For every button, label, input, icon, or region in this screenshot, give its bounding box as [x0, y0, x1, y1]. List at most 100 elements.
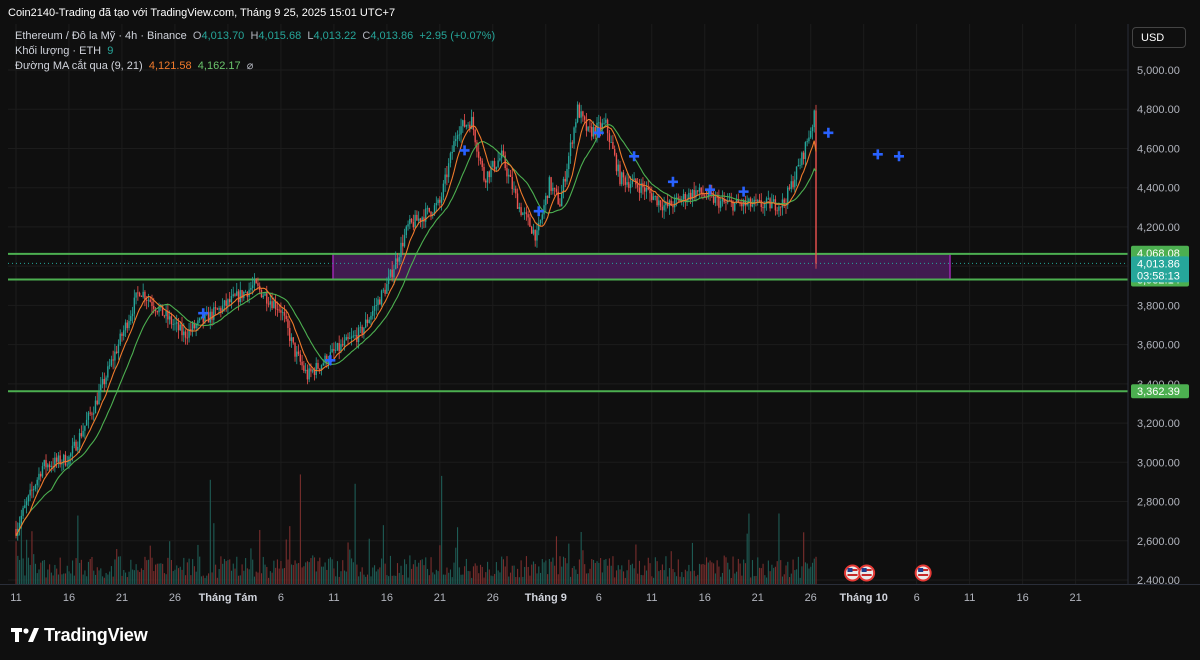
high-value: 4,015.68	[258, 30, 302, 42]
volume-bar	[61, 574, 63, 584]
volume-bar	[548, 559, 550, 584]
volume-bar	[511, 565, 513, 584]
candle-body	[313, 370, 316, 375]
candle-body	[110, 359, 113, 366]
candle-body	[760, 200, 762, 208]
candle-body	[84, 425, 86, 431]
candle-body	[324, 355, 326, 364]
volume-bar	[389, 555, 391, 584]
volume-bar	[352, 562, 354, 584]
volume-bar	[513, 565, 515, 584]
candle-body	[433, 205, 436, 214]
symbol-label[interactable]: Ethereum / Đô la Mỹ · 4h · Binance	[15, 30, 187, 42]
volume-bar	[139, 571, 141, 584]
volume-bar	[252, 559, 254, 584]
volume-bar	[575, 569, 577, 584]
volume-bar	[813, 558, 815, 584]
chart-area[interactable]: 2,400.00 2,600.00 2,800.00 3,000.00 3,200.00…	[0, 24, 1200, 608]
candle-body	[732, 201, 734, 211]
volume-bar	[781, 576, 784, 584]
volume-bar	[453, 562, 455, 584]
volume-bar	[642, 575, 644, 584]
volume-bar	[570, 576, 572, 584]
tradingview-brand[interactable]: TradingView	[10, 624, 148, 646]
candle-body	[398, 257, 400, 262]
volume-bar	[630, 564, 632, 584]
candle-body	[476, 142, 478, 152]
us-event-flag-icon[interactable]	[914, 564, 932, 582]
volume-bar	[185, 575, 187, 584]
volume-bar	[381, 558, 383, 584]
candle-body	[41, 466, 44, 477]
candle-body	[91, 413, 93, 415]
volume-bar	[688, 564, 690, 584]
volume-bar	[206, 575, 208, 584]
candle-body	[553, 187, 556, 189]
candle-body	[538, 223, 540, 231]
candle-body	[62, 454, 65, 463]
candle-body	[779, 206, 782, 208]
candle-body	[193, 323, 196, 329]
volume-bar	[57, 574, 59, 584]
candle-body	[377, 299, 379, 306]
ma-label[interactable]: Đường MA cắt qua (9, 21)	[15, 60, 143, 72]
volume-bar	[36, 573, 38, 584]
candle-body	[266, 293, 268, 304]
candle-body	[469, 124, 471, 129]
volume-bar	[693, 570, 695, 584]
volume-bar	[400, 565, 402, 584]
candle-body	[474, 129, 476, 143]
candle-body	[85, 419, 88, 426]
volume-bar	[578, 559, 580, 584]
price-zone[interactable]	[332, 253, 951, 281]
candle-body	[654, 195, 656, 197]
hline-price-label: 3,362.39	[1137, 386, 1180, 398]
volume-bar	[227, 560, 229, 584]
volume-bar	[114, 559, 116, 584]
candle-body	[571, 142, 573, 144]
candle-body	[702, 193, 704, 196]
us-event-flag-icon[interactable]	[858, 564, 876, 582]
candle-body	[78, 433, 81, 447]
currency-button[interactable]: USD	[1132, 27, 1186, 48]
candle-body	[719, 201, 722, 208]
volume-bar	[50, 572, 52, 584]
candle-body	[797, 165, 800, 167]
volume-bar	[56, 568, 58, 584]
candle-body	[18, 522, 21, 529]
candle-body	[530, 226, 533, 234]
candle-body	[379, 299, 381, 305]
candle-body	[230, 296, 233, 303]
volume-bar	[506, 556, 508, 584]
change-value: +2.95 (+0.07%)	[419, 30, 496, 42]
volume-bar	[582, 550, 584, 584]
candle-body	[213, 307, 215, 320]
candle-body	[659, 200, 662, 207]
volume-bar	[77, 515, 79, 584]
candle-body	[765, 198, 768, 204]
candle-body	[198, 318, 201, 321]
candle-body	[153, 306, 155, 309]
candle-body	[281, 312, 284, 314]
volume-bar	[577, 573, 579, 584]
ma-fast-line[interactable]	[15, 119, 817, 537]
candle-body	[179, 324, 181, 331]
volume-bar	[481, 566, 483, 584]
flag-stripe	[918, 574, 929, 576]
candle-body	[629, 184, 632, 188]
volume-bar	[398, 572, 400, 584]
candle-body	[255, 279, 257, 284]
volume-bar	[607, 565, 609, 584]
ma-hidden-icon[interactable]: ⌀	[246, 60, 254, 72]
volume-label[interactable]: Khối lượng · ETH	[15, 45, 102, 57]
volume-bar	[462, 574, 464, 584]
volume-bar	[38, 569, 40, 584]
volume-bar	[386, 575, 388, 584]
volume-bar	[409, 555, 411, 584]
price-chart[interactable]: 2,400.002,600.002,800.003,000.003,200.00…	[0, 24, 1200, 608]
volume-bar	[268, 577, 270, 584]
volume-bar	[751, 560, 754, 584]
us-event-flag-icon[interactable]	[844, 564, 862, 582]
candle-body	[228, 299, 231, 303]
volume-bar	[603, 559, 605, 584]
